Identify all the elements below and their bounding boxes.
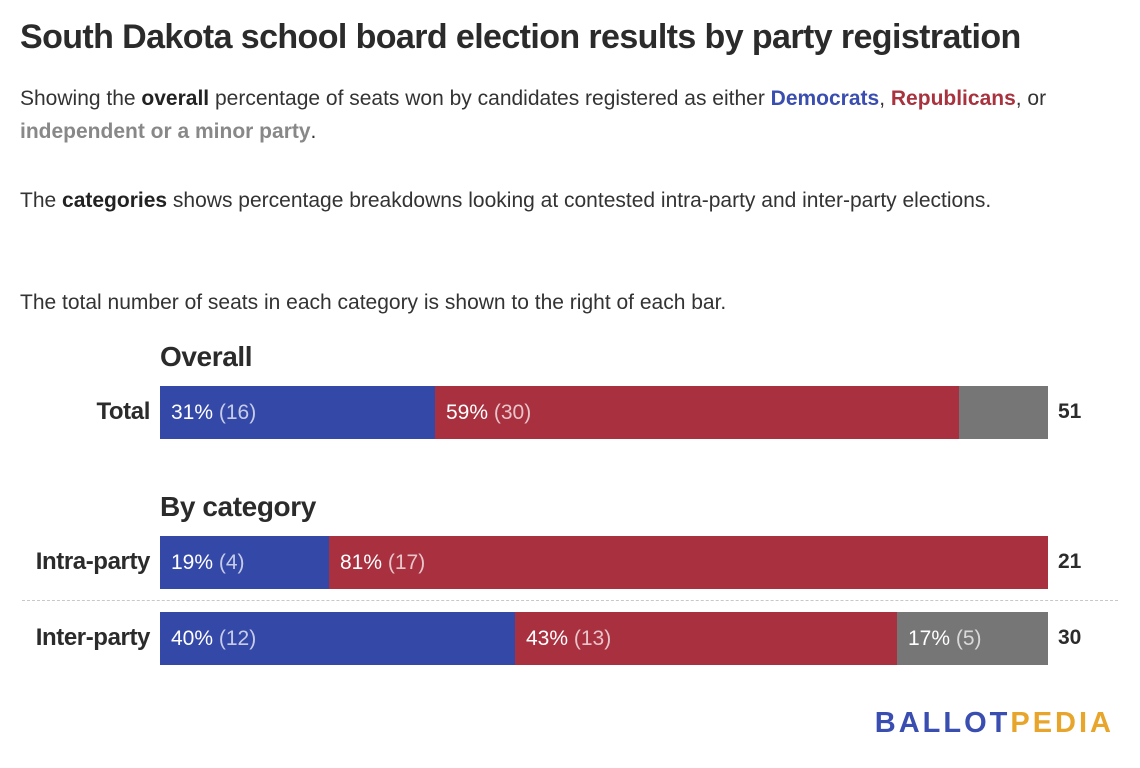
desc-text: shows percentage breakdowns looking at c…: [167, 189, 992, 212]
bar-segment-total-republican: 59% (30): [435, 386, 959, 439]
desc-overall-keyword: overall: [141, 87, 210, 110]
legend-republicans: Republicans: [890, 87, 1016, 110]
bar-segment-inter-party-independent: 17% (5): [897, 612, 1048, 665]
bar-intra-party: 19% (4) 81% (17): [160, 536, 1048, 589]
desc-text: Showing the: [20, 87, 142, 110]
desc-text: percentage of seats won by candidates re…: [209, 87, 771, 110]
bar-total: 31% (16) 59% (30): [160, 386, 1048, 439]
row-total-total: 51: [1058, 400, 1082, 423]
desc-text: ,: [879, 87, 891, 110]
data-label-count: (5): [955, 627, 982, 650]
ballotpedia-logo: BALLOTPEDIA: [875, 707, 1114, 740]
description-overall: Showing the overall percentage of seats …: [20, 82, 1080, 148]
desc-text: .: [310, 120, 317, 143]
data-label-percent: 81%: [340, 551, 388, 574]
section-title-by-category: By category: [160, 491, 316, 522]
data-label-percent: 59%: [446, 401, 494, 424]
data-label-count: (4): [218, 551, 245, 574]
data-label-count: (13): [573, 627, 612, 650]
data-label-count: (16): [218, 401, 257, 424]
row-label-total: Total: [96, 398, 150, 425]
data-label-count: (30): [493, 401, 532, 424]
desc-categories-keyword: categories: [62, 189, 168, 212]
data-label-count: (12): [218, 627, 257, 650]
data-label-percent: 31%: [171, 401, 219, 424]
bar-segment-inter-party-democrat: 40% (12): [160, 612, 515, 665]
logo-part-pedia: PEDIA: [1010, 707, 1114, 739]
section-title-overall: Overall: [160, 341, 253, 372]
chart-title: South Dakota school board election resul…: [20, 18, 1021, 56]
bar-segment-intra-party-democrat: 19% (4): [160, 536, 329, 589]
row-label-intra-party: Intra-party: [35, 548, 151, 575]
bar-segment-total-independent: [959, 386, 1048, 439]
bar-segment-total-democrat: 31% (16): [160, 386, 435, 439]
legend-independent: independent or a minor party: [20, 120, 311, 143]
description-totals: The total number of seats in each catego…: [20, 291, 727, 314]
bar-segment-inter-party-republican: 43% (13): [515, 612, 897, 665]
desc-text: , or: [1015, 87, 1047, 110]
bar-inter-party: 40% (12) 43% (13) 17% (5): [160, 612, 1048, 665]
description-categories: The categories shows percentage breakdow…: [20, 184, 1080, 217]
desc-text: The: [20, 189, 63, 212]
data-label-percent: 40%: [171, 627, 219, 650]
row-total-inter-party: 30: [1058, 626, 1082, 649]
data-label-percent: 19%: [171, 551, 219, 574]
data-label-percent: 43%: [526, 627, 574, 650]
row-label-inter-party: Inter-party: [35, 624, 151, 651]
data-label-percent: 17%: [908, 627, 956, 650]
row-total-intra-party: 21: [1058, 550, 1082, 573]
bar-segment-intra-party-republican: 81% (17): [329, 536, 1048, 589]
row-separator: [22, 600, 1118, 601]
logo-part-ballot: BALLOT: [874, 707, 1011, 739]
data-label-count: (17): [387, 551, 426, 574]
legend-democrats: Democrats: [770, 87, 880, 110]
